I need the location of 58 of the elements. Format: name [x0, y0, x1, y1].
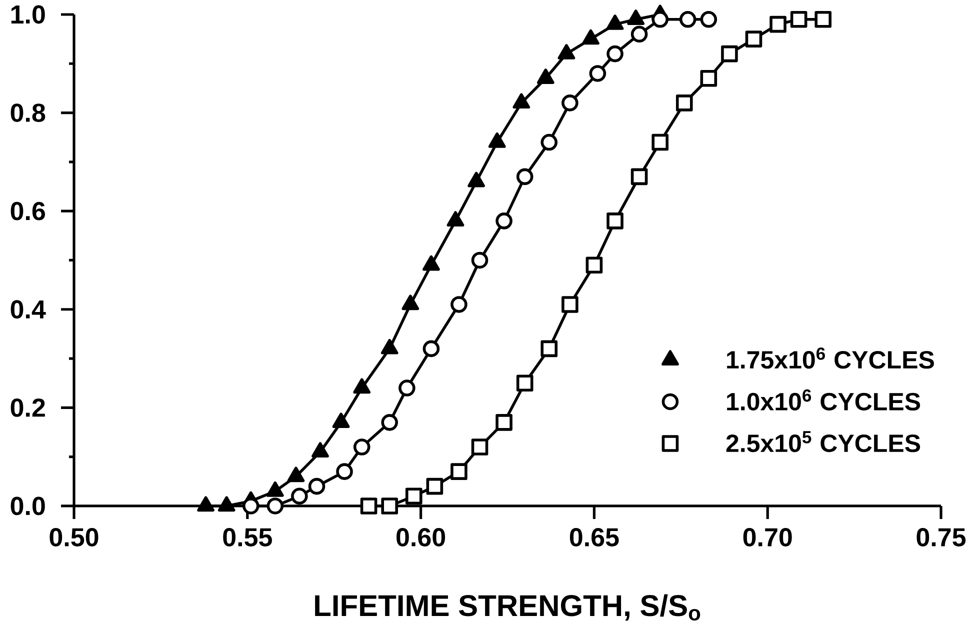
point — [496, 212, 512, 230]
point — [308, 478, 326, 495]
point — [516, 168, 534, 186]
y-tick-label: 0.2 — [10, 398, 45, 417]
point — [242, 498, 260, 514]
x-axis-title: LIFETIME STRENGTH, S/S$_{o}$ — [315, 594, 700, 621]
point — [814, 11, 832, 28]
point — [381, 414, 398, 431]
point — [540, 134, 558, 151]
point — [586, 256, 603, 274]
point — [516, 374, 534, 392]
point — [790, 11, 808, 28]
point — [471, 252, 488, 269]
legend-label: 2.5x10$^{5}$ CYCLES — [726, 431, 920, 452]
y-tick-label: 0.4 — [10, 300, 46, 319]
point — [398, 380, 416, 396]
y-tick-label: 0.6 — [10, 202, 45, 220]
point — [589, 65, 606, 82]
point — [676, 94, 693, 112]
point — [381, 498, 398, 514]
point — [652, 134, 668, 151]
point — [562, 94, 578, 112]
point — [630, 26, 648, 43]
x-tick-label: 0.50 — [50, 528, 98, 546]
x-tick-label: 0.60 — [396, 528, 446, 546]
x-tick-label: 0.70 — [743, 528, 792, 546]
point — [450, 296, 468, 313]
y-tick-label: 1.0 — [11, 5, 45, 24]
point — [540, 340, 558, 358]
point — [360, 498, 378, 514]
point — [336, 463, 353, 480]
y-tick-label: 0.8 — [10, 104, 46, 122]
point — [422, 340, 440, 358]
point — [496, 414, 512, 431]
point — [405, 488, 422, 505]
point — [471, 438, 488, 456]
y-tick-label: 0.0 — [10, 496, 45, 516]
point — [630, 168, 648, 186]
point — [426, 478, 444, 495]
legend-label: 1.75x10$^{6}$ CYCLES — [727, 347, 934, 369]
legend-label: 1.0x10$^{6}$ CYCLES — [727, 389, 920, 411]
x-tick-label: 0.55 — [223, 528, 272, 546]
point — [606, 45, 624, 62]
point — [721, 45, 738, 62]
point — [562, 296, 578, 313]
point — [606, 212, 624, 230]
point — [652, 11, 668, 28]
point — [700, 70, 718, 87]
point — [679, 11, 696, 28]
point — [745, 30, 762, 48]
point — [266, 498, 284, 514]
point — [353, 438, 370, 456]
point — [450, 463, 468, 480]
point — [770, 16, 786, 33]
point — [700, 11, 718, 28]
x-tick-label: 0.65 — [570, 528, 619, 546]
x-tick-label: 0.75 — [916, 528, 966, 546]
point — [291, 488, 308, 505]
